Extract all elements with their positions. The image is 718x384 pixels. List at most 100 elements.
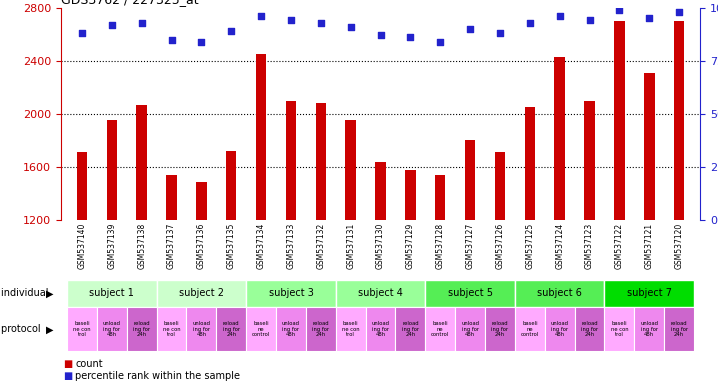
Bar bbox=[545, 307, 574, 351]
Text: GDS3762 / 227325_at: GDS3762 / 227325_at bbox=[61, 0, 199, 7]
Bar bbox=[336, 280, 425, 307]
Point bbox=[345, 24, 356, 30]
Text: GSM537137: GSM537137 bbox=[167, 222, 176, 269]
Bar bbox=[584, 101, 595, 220]
Text: ■: ■ bbox=[63, 359, 73, 369]
Text: GSM537135: GSM537135 bbox=[227, 222, 236, 269]
Text: GSM537121: GSM537121 bbox=[645, 222, 654, 268]
Text: baseli
ne
control: baseli ne control bbox=[431, 321, 449, 337]
Text: GSM537128: GSM537128 bbox=[436, 222, 444, 268]
Point bbox=[106, 22, 118, 28]
Bar bbox=[306, 307, 336, 351]
Text: unload
ing for
48h: unload ing for 48h bbox=[371, 321, 390, 337]
Bar bbox=[605, 307, 635, 351]
Text: subject 3: subject 3 bbox=[269, 288, 313, 298]
Point bbox=[375, 32, 386, 38]
Text: baseli
ne
control: baseli ne control bbox=[521, 321, 539, 337]
Text: subject 2: subject 2 bbox=[179, 288, 224, 298]
Bar bbox=[336, 307, 365, 351]
Text: unload
ing for
48h: unload ing for 48h bbox=[640, 321, 658, 337]
Bar bbox=[126, 307, 157, 351]
Bar bbox=[157, 307, 187, 351]
Bar bbox=[554, 57, 565, 220]
Point bbox=[285, 17, 297, 23]
Bar bbox=[77, 152, 87, 220]
Text: GSM537134: GSM537134 bbox=[256, 222, 266, 269]
Point bbox=[524, 20, 536, 26]
Text: baseli
ne con
trol: baseli ne con trol bbox=[342, 321, 360, 337]
Bar bbox=[67, 280, 157, 307]
Point bbox=[673, 9, 685, 15]
Text: unload
ing for
48h: unload ing for 48h bbox=[103, 321, 121, 337]
Bar bbox=[605, 280, 694, 307]
Bar bbox=[187, 307, 216, 351]
Bar bbox=[167, 175, 177, 220]
Point bbox=[643, 15, 655, 22]
Text: subject 7: subject 7 bbox=[627, 288, 672, 298]
Bar bbox=[495, 152, 505, 220]
Bar bbox=[246, 307, 276, 351]
Bar bbox=[485, 307, 515, 351]
Bar bbox=[644, 73, 655, 220]
Text: GSM537139: GSM537139 bbox=[107, 222, 116, 269]
Point bbox=[166, 36, 177, 43]
Text: GSM537136: GSM537136 bbox=[197, 222, 206, 269]
Text: count: count bbox=[75, 359, 103, 369]
Bar bbox=[365, 307, 396, 351]
Text: ▶: ▶ bbox=[46, 288, 53, 298]
Text: baseli
ne
control: baseli ne control bbox=[252, 321, 270, 337]
Text: GSM537130: GSM537130 bbox=[376, 222, 385, 269]
Text: GSM537132: GSM537132 bbox=[317, 222, 325, 269]
Bar bbox=[276, 307, 306, 351]
Text: GSM537126: GSM537126 bbox=[495, 222, 505, 269]
Text: GSM537122: GSM537122 bbox=[615, 222, 624, 268]
Point bbox=[554, 13, 566, 19]
Text: GSM537120: GSM537120 bbox=[675, 222, 684, 269]
Bar bbox=[157, 280, 246, 307]
Bar bbox=[196, 182, 207, 220]
Text: baseli
ne con
trol: baseli ne con trol bbox=[163, 321, 180, 337]
Bar bbox=[435, 175, 445, 220]
Bar bbox=[216, 307, 246, 351]
Bar bbox=[574, 307, 605, 351]
Bar bbox=[635, 307, 664, 351]
Bar bbox=[455, 307, 485, 351]
Bar bbox=[674, 21, 684, 220]
Text: reload
ing for
24h: reload ing for 24h bbox=[671, 321, 688, 337]
Bar bbox=[405, 170, 416, 220]
Bar bbox=[256, 54, 266, 220]
Text: individual: individual bbox=[1, 288, 52, 298]
Point bbox=[584, 17, 595, 23]
Text: unload
ing for
48h: unload ing for 48h bbox=[551, 321, 569, 337]
Text: subject 4: subject 4 bbox=[358, 288, 403, 298]
Bar bbox=[664, 307, 694, 351]
Text: baseli
ne con
trol: baseli ne con trol bbox=[610, 321, 628, 337]
Text: unload
ing for
48h: unload ing for 48h bbox=[461, 321, 479, 337]
Text: ▶: ▶ bbox=[46, 324, 53, 334]
Bar bbox=[106, 121, 117, 220]
Point bbox=[434, 38, 446, 45]
Text: protocol: protocol bbox=[1, 324, 44, 334]
Point bbox=[256, 13, 267, 19]
Point bbox=[195, 38, 207, 45]
Bar bbox=[67, 307, 97, 351]
Bar bbox=[345, 121, 356, 220]
Bar bbox=[396, 307, 425, 351]
Text: subject 6: subject 6 bbox=[537, 288, 582, 298]
Bar bbox=[286, 101, 297, 220]
Text: subject 5: subject 5 bbox=[447, 288, 493, 298]
Text: unload
ing for
48h: unload ing for 48h bbox=[192, 321, 210, 337]
Text: GSM537129: GSM537129 bbox=[406, 222, 415, 269]
Bar bbox=[515, 307, 545, 351]
Point bbox=[614, 7, 625, 13]
Text: GSM537133: GSM537133 bbox=[286, 222, 296, 269]
Bar bbox=[246, 280, 336, 307]
Text: GSM537127: GSM537127 bbox=[465, 222, 475, 269]
Point bbox=[76, 30, 88, 36]
Text: ■: ■ bbox=[63, 371, 73, 381]
Text: reload
ing for
24h: reload ing for 24h bbox=[491, 321, 508, 337]
Point bbox=[465, 26, 476, 32]
Text: reload
ing for
24h: reload ing for 24h bbox=[402, 321, 419, 337]
Bar bbox=[525, 107, 535, 220]
Point bbox=[494, 30, 505, 36]
